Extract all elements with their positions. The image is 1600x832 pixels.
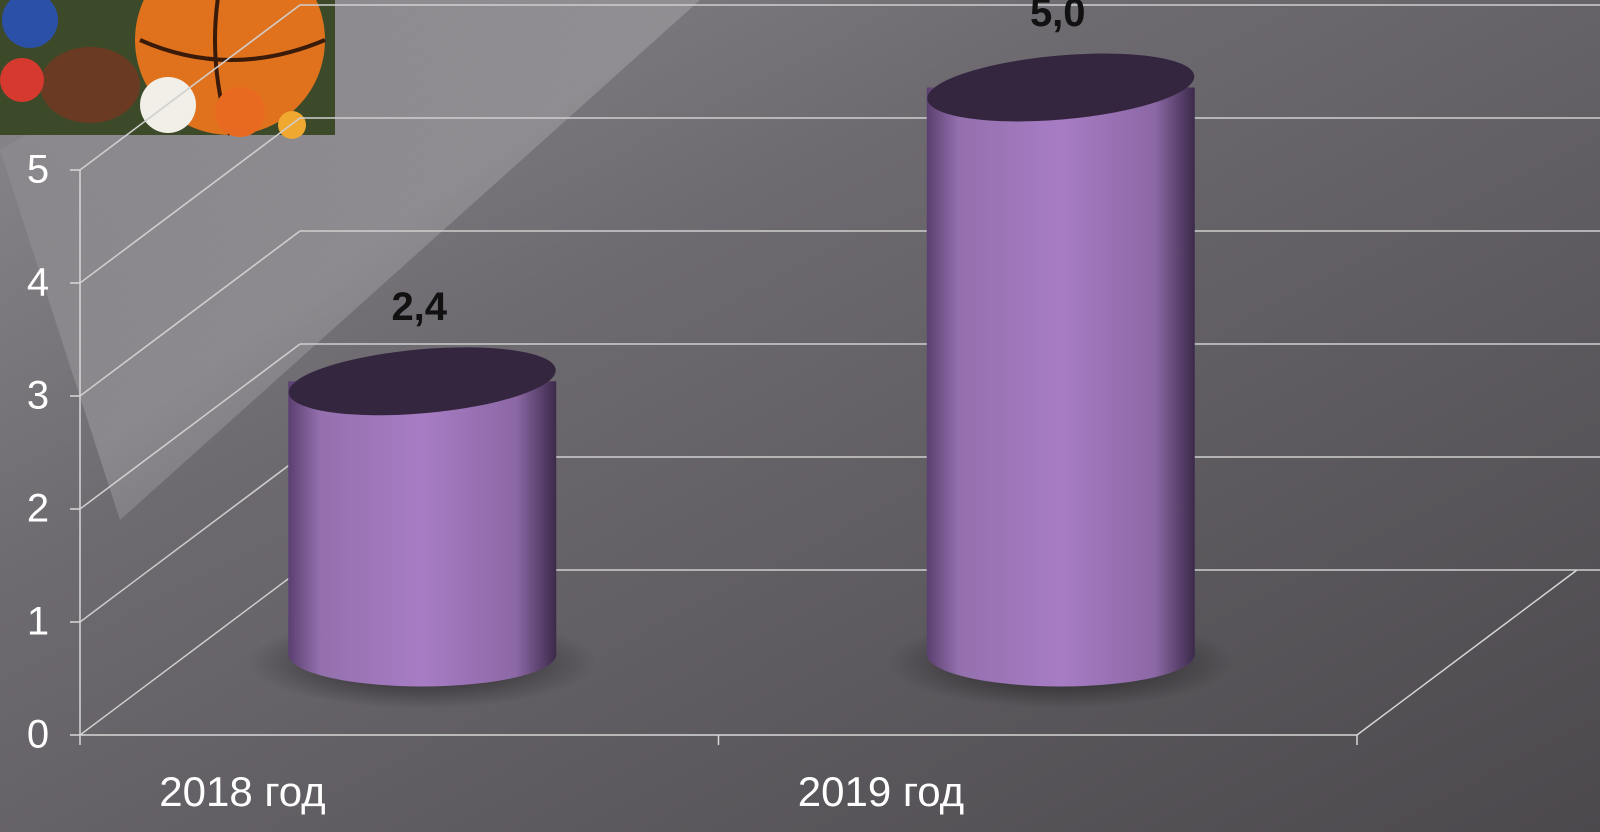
x-tick-label: 2018 год	[159, 768, 325, 815]
cylinder-top	[927, 53, 1195, 122]
cylinder-top	[288, 347, 556, 416]
grid-line-side	[79, 117, 301, 284]
grid-line-side	[79, 230, 301, 397]
cylinder: 2,4 2018 год	[159, 285, 597, 815]
grid-line-side	[79, 456, 301, 623]
cylinder: 5,0 2019 год	[798, 0, 1235, 815]
y-tick-label: 0	[27, 713, 49, 757]
grid-line-side	[79, 343, 301, 510]
sports-balls-image	[0, 0, 335, 139]
y-tick-label: 3	[27, 374, 49, 418]
value-label: 5,0	[1030, 0, 1086, 35]
grid-line-side	[79, 4, 301, 171]
bar	[926, 87, 1195, 687]
y-tick-label: 4	[27, 261, 49, 305]
value-label: 2,4	[391, 285, 447, 329]
y-tick-label: 2	[27, 487, 49, 531]
bar	[288, 381, 557, 687]
grid-line-side	[79, 569, 301, 736]
x-tick-label: 2019 год	[798, 768, 964, 815]
y-tick-label: 1	[27, 600, 49, 644]
y-tick-label: 5	[27, 148, 49, 192]
